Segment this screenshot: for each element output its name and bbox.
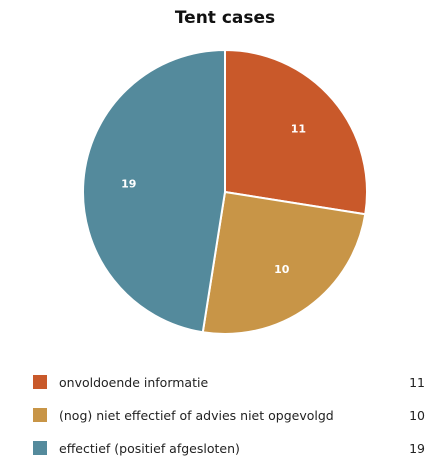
legend-label: (nog) niet effectief of advies niet opge… bbox=[59, 408, 334, 423]
legend-label: effectief (positief afgesloten) bbox=[59, 441, 240, 456]
pie-slice-1[interactable] bbox=[201, 191, 367, 335]
legend-item-onvoldoende-informatie[interactable]: onvoldoende informatie 11 bbox=[0, 372, 428, 392]
legend-swatch bbox=[33, 441, 47, 455]
pie-slice-2[interactable] bbox=[82, 49, 226, 334]
legend-item-effectief[interactable]: effectief (positief afgesloten) 19 bbox=[0, 438, 428, 458]
legend-label: onvoldoende informatie bbox=[59, 375, 209, 390]
legend-swatch bbox=[33, 408, 47, 422]
pie-slice-label-1: 10 bbox=[274, 263, 290, 276]
legend-value: 11 bbox=[409, 375, 425, 390]
legend-item-niet-effectief[interactable]: (nog) niet effectief of advies niet opge… bbox=[0, 405, 428, 425]
legend-value: 10 bbox=[409, 408, 425, 423]
pie-chart: 11 10 19 bbox=[82, 49, 368, 335]
legend-value: 19 bbox=[409, 441, 425, 456]
pie-slice-label-0: 11 bbox=[291, 122, 306, 135]
legend-swatch bbox=[33, 375, 47, 389]
pie-slice-0[interactable] bbox=[224, 49, 368, 216]
pie-svg: 11 10 19 bbox=[82, 49, 368, 335]
chart-title: Tent cases bbox=[174, 8, 276, 28]
pie-slice-label-2: 19 bbox=[121, 177, 136, 190]
